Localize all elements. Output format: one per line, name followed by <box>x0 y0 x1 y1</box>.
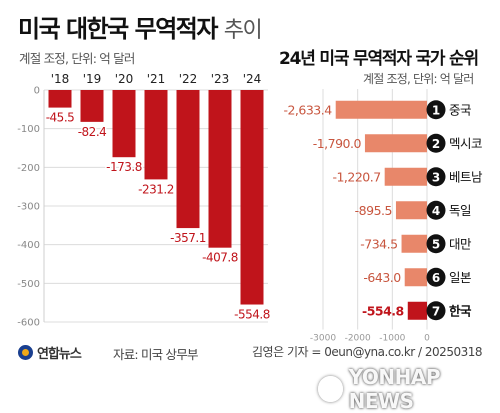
rank-number: 1 <box>432 103 440 117</box>
rank-number: 7 <box>432 304 440 318</box>
bar <box>48 90 72 108</box>
bar <box>208 90 232 248</box>
rank-badge <box>426 301 446 321</box>
x-tick-label: '22 <box>179 72 198 86</box>
x-tick-label: -3000 <box>310 334 336 344</box>
ranking-value-label: -734.5 <box>360 236 397 251</box>
bar-value-label: -407.8 <box>202 251 238 265</box>
rank-badge <box>426 100 446 120</box>
x-tick-label: '19 <box>83 72 102 86</box>
bar <box>176 90 200 229</box>
country-label: 대만 <box>449 236 472 251</box>
rank-badge <box>426 167 446 187</box>
bar <box>144 90 168 180</box>
ranking-bar <box>364 134 427 153</box>
ranking-bar <box>404 268 427 287</box>
chart-title: 미국 대한국 무역적자 추이 <box>18 9 263 44</box>
y-tick-label: 0 <box>34 86 40 97</box>
bar-value-label: -554.8 <box>234 308 270 322</box>
rank-number: 4 <box>432 204 440 218</box>
bar <box>112 90 136 158</box>
ranking-value-label: -2,633.4 <box>283 102 332 117</box>
rank-number: 2 <box>432 137 440 151</box>
x-tick-label: -1000 <box>379 334 405 344</box>
rank-number: 5 <box>432 237 440 251</box>
ranking-bar <box>407 301 427 320</box>
bar <box>240 90 264 305</box>
ranking-value-label: -643.0 <box>363 270 401 285</box>
country-label: 일본 <box>449 270 471 285</box>
rank-badge <box>426 234 446 254</box>
country-ranking-chart: -3000 -2000 -1000 0 -2,633.4 1 중국 -1,790.0 2 멕시코 -… <box>283 89 484 344</box>
left-unit-note: 계절 조정, 단위: 억 달러 <box>19 51 135 66</box>
bar-value-label: -173.8 <box>106 160 142 174</box>
y-tick-label: -100 <box>17 124 40 135</box>
ranking-bar <box>384 167 427 186</box>
watermark-text: YONHAP NEWS <box>348 365 441 413</box>
rank-badge <box>426 133 446 153</box>
bar-value-label: -231.2 <box>138 182 174 196</box>
ranking-value-label: -895.5 <box>355 203 392 218</box>
chart-title-suffix: 추이 <box>223 18 263 43</box>
chart-title-main: 미국 대한국 무역적자 <box>18 15 218 43</box>
ranking-value-label: -554.8 <box>362 303 404 318</box>
y-tick-label: -200 <box>17 163 40 174</box>
ranking-bar <box>401 234 427 253</box>
country-label: 독일 <box>449 203 471 218</box>
rank-number: 3 <box>432 170 440 184</box>
x-tick-label: '20 <box>115 72 134 86</box>
yearly-deficit-chart: 0 -100 -200 -300 -400 -500 -600 '18 -45.5 '19 -82.… <box>17 72 272 329</box>
ranking-bar <box>335 100 427 119</box>
country-label: 중국 <box>449 102 471 117</box>
credit-note: 김영은 기자 = 0eun@yna.co.kr / 20250318 <box>252 345 482 359</box>
y-tick-label: -600 <box>17 318 40 329</box>
country-label: 베트남 <box>449 169 483 184</box>
bar-value-label: -82.4 <box>78 125 107 139</box>
watermark: YONHAP NEWS <box>318 365 500 413</box>
yonhap-logo-icon <box>18 345 33 360</box>
ranking-unit-note: 계절 조정, 단위: 억 달러 <box>363 72 474 86</box>
ranking-value-label: -1,220.7 <box>332 169 380 184</box>
ranking-value-label: -1,790.0 <box>313 136 362 151</box>
x-tick-label: -2000 <box>345 334 371 344</box>
country-label: 한국 <box>449 303 472 318</box>
rank-badge <box>426 267 446 287</box>
bar-value-label: -45.5 <box>46 111 75 125</box>
y-tick-label: -400 <box>17 240 40 251</box>
y-tick-label: -500 <box>17 279 40 290</box>
yonhap-logo: 연합뉴스 <box>18 343 82 362</box>
x-tick-label: '21 <box>147 72 166 86</box>
source-note: 자료: 미국 상무부 <box>113 347 198 362</box>
logo-text: 연합뉴스 <box>37 347 82 362</box>
x-tick-label: '18 <box>51 72 70 86</box>
ranking-title: 24년 미국 무역적자 국가 순위 <box>279 49 479 69</box>
x-tick-label: '23 <box>211 72 230 86</box>
rank-number: 6 <box>432 271 440 285</box>
x-tick-label: '24 <box>243 72 262 86</box>
x-tick-label: 0 <box>424 334 430 344</box>
y-tick-label: -300 <box>17 202 40 213</box>
country-label: 멕시코 <box>449 136 482 151</box>
rank-badge <box>426 200 446 220</box>
bar <box>80 90 104 122</box>
ranking-bar <box>395 201 427 220</box>
bar-value-label: -357.1 <box>170 231 206 245</box>
yonhap-watermark-icon <box>318 376 343 402</box>
